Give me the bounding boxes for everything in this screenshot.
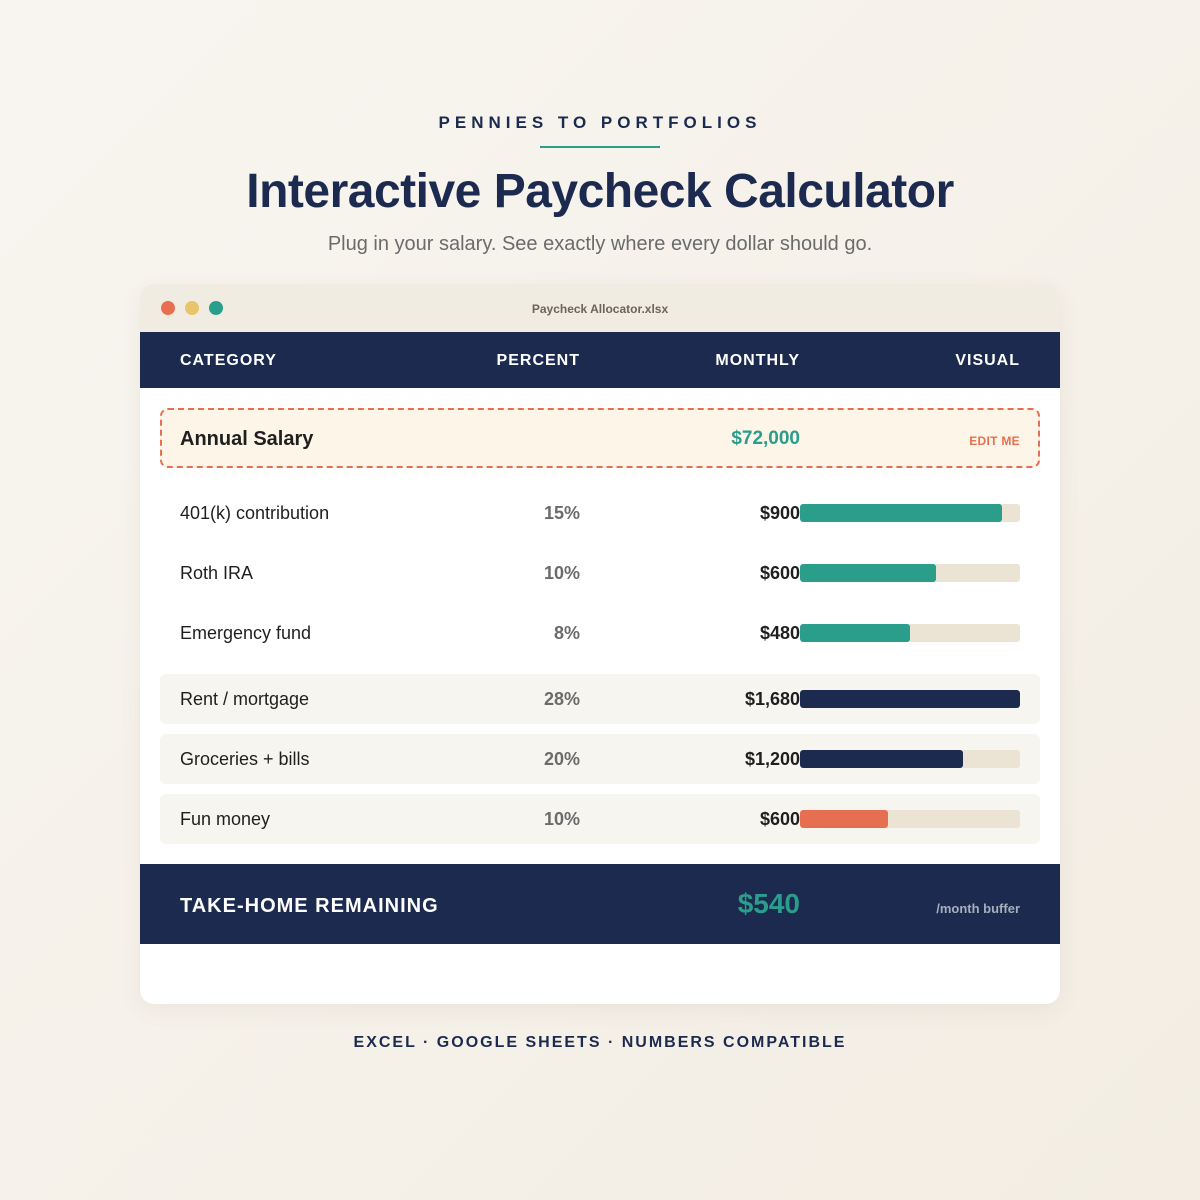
allocation-bar xyxy=(800,624,1020,642)
spreadsheet-window: Paycheck Allocator.xlsx CATEGORY PERCENT… xyxy=(140,284,1060,1004)
allocation-bar xyxy=(800,690,1020,708)
column-header-category: CATEGORY xyxy=(180,352,277,369)
table-row[interactable]: 401(k) contribution 15% $900 xyxy=(160,488,1040,538)
table-row[interactable]: Fun money 10% $600 xyxy=(160,794,1040,844)
take-home-value: $540 xyxy=(737,888,800,919)
row-monthly: $1,200 xyxy=(744,749,800,769)
row-monthly: $1,680 xyxy=(744,689,800,709)
row-percent[interactable]: 10% xyxy=(543,563,580,583)
allocation-bar xyxy=(800,750,1020,768)
row-category: Roth IRA xyxy=(180,563,254,583)
row-percent[interactable]: 20% xyxy=(543,749,580,769)
allocation-bar-fill xyxy=(800,504,1003,522)
column-header-percent: PERCENT xyxy=(496,352,580,369)
column-header-monthly: MONTHLY xyxy=(715,352,800,369)
allocation-bar-fill xyxy=(800,690,1020,708)
annual-salary-value[interactable]: $72,000 xyxy=(731,428,800,449)
allocation-bar-fill xyxy=(800,750,963,768)
minimize-window-button[interactable] xyxy=(185,301,199,315)
column-header-visual: VISUAL xyxy=(955,352,1020,369)
row-category: Fun money xyxy=(180,809,271,829)
maximize-window-button[interactable] xyxy=(209,301,223,315)
row-category: 401(k) contribution xyxy=(180,503,330,523)
row-monthly: $600 xyxy=(759,809,800,829)
take-home-remaining-row: TAKE-HOME REMAINING $540 /month buffer xyxy=(140,864,1060,944)
table-row[interactable]: Emergency fund 8% $480 xyxy=(160,608,1040,658)
row-monthly: $900 xyxy=(759,503,800,523)
row-category: Emergency fund xyxy=(180,623,312,643)
row-percent[interactable]: 15% xyxy=(543,503,580,523)
brand-label: PENNIES TO PORTFOLIOS xyxy=(438,113,762,132)
row-category: Rent / mortgage xyxy=(180,689,310,709)
table-row[interactable]: Roth IRA 10% $600 xyxy=(160,548,1040,598)
allocation-bar xyxy=(800,564,1020,582)
take-home-label: TAKE-HOME REMAINING xyxy=(180,895,439,917)
row-percent[interactable]: 10% xyxy=(543,809,580,829)
annual-salary-input-row[interactable]: Annual Salary $72,000 EDIT ME xyxy=(160,408,1040,468)
take-home-note: /month buffer xyxy=(936,901,1020,916)
allocation-bar-fill xyxy=(800,624,910,642)
page-title: Interactive Paycheck Calculator xyxy=(246,165,954,218)
allocation-bar xyxy=(800,810,1020,828)
close-window-button[interactable] xyxy=(161,301,175,315)
table-header: CATEGORY PERCENT MONTHLY VISUAL xyxy=(140,332,1060,388)
page-subtitle: Plug in your salary. See exactly where e… xyxy=(327,233,873,255)
row-percent[interactable]: 8% xyxy=(553,623,580,643)
row-percent[interactable]: 28% xyxy=(543,689,580,709)
allocation-bar-fill xyxy=(800,810,888,828)
compatibility-note: EXCEL · GOOGLE SHEETS · NUMBERS COMPATIB… xyxy=(353,1034,847,1051)
window-filename: Paycheck Allocator.xlsx xyxy=(531,302,669,316)
annual-salary-label: Annual Salary xyxy=(180,428,314,450)
row-category: Groceries + bills xyxy=(180,749,310,769)
row-monthly: $600 xyxy=(759,563,800,583)
brand-divider xyxy=(540,146,660,148)
window-titlebar: Paycheck Allocator.xlsx xyxy=(140,284,1060,332)
edit-me-hint[interactable]: EDIT ME xyxy=(969,434,1020,448)
row-monthly: $480 xyxy=(759,623,800,643)
allocation-bar xyxy=(800,504,1020,522)
allocation-bar-fill xyxy=(800,564,937,582)
table-row[interactable]: Groceries + bills 20% $1,200 xyxy=(160,734,1040,784)
table-row[interactable]: Rent / mortgage 28% $1,680 xyxy=(160,674,1040,724)
